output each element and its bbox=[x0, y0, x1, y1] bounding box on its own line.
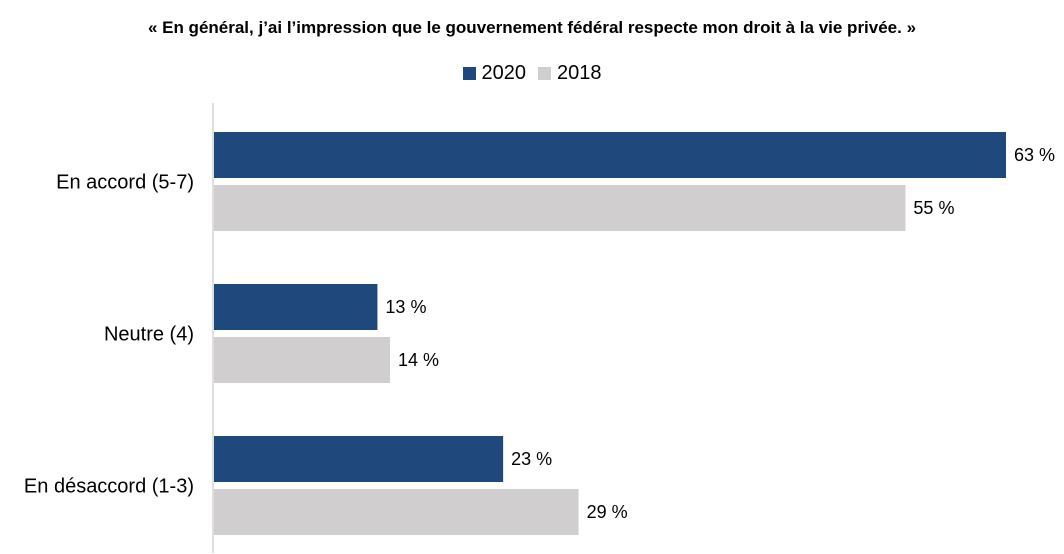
bar-2020 bbox=[214, 284, 378, 330]
legend-swatch-2018 bbox=[538, 67, 551, 80]
legend-item-2020: 2020 bbox=[462, 62, 527, 85]
bar-2018 bbox=[214, 489, 579, 535]
data-label: 29 % bbox=[587, 502, 628, 522]
legend-item-2018: 2018 bbox=[538, 62, 602, 85]
category-label: En accord (5-7) bbox=[56, 172, 194, 194]
category-label: Neutre (4) bbox=[104, 324, 194, 346]
data-label: 55 % bbox=[913, 198, 954, 218]
bar-2018 bbox=[214, 337, 390, 383]
bar-2020 bbox=[214, 436, 504, 482]
data-label: 23 % bbox=[511, 449, 552, 469]
bar-2018 bbox=[214, 185, 906, 231]
legend: 2020 2018 bbox=[0, 62, 1064, 85]
legend-label-2018: 2018 bbox=[557, 62, 602, 84]
data-label: 63 % bbox=[1014, 145, 1055, 165]
chart-title: « En général, j’ai l’impression que le g… bbox=[147, 18, 917, 37]
bar-2020 bbox=[214, 132, 1006, 178]
legend-label-2020: 2020 bbox=[481, 62, 527, 84]
category-label: En désaccord (1-3) bbox=[24, 476, 194, 498]
data-label: 13 % bbox=[385, 297, 426, 317]
data-label: 14 % bbox=[398, 350, 439, 370]
legend-swatch-2020 bbox=[462, 67, 476, 80]
